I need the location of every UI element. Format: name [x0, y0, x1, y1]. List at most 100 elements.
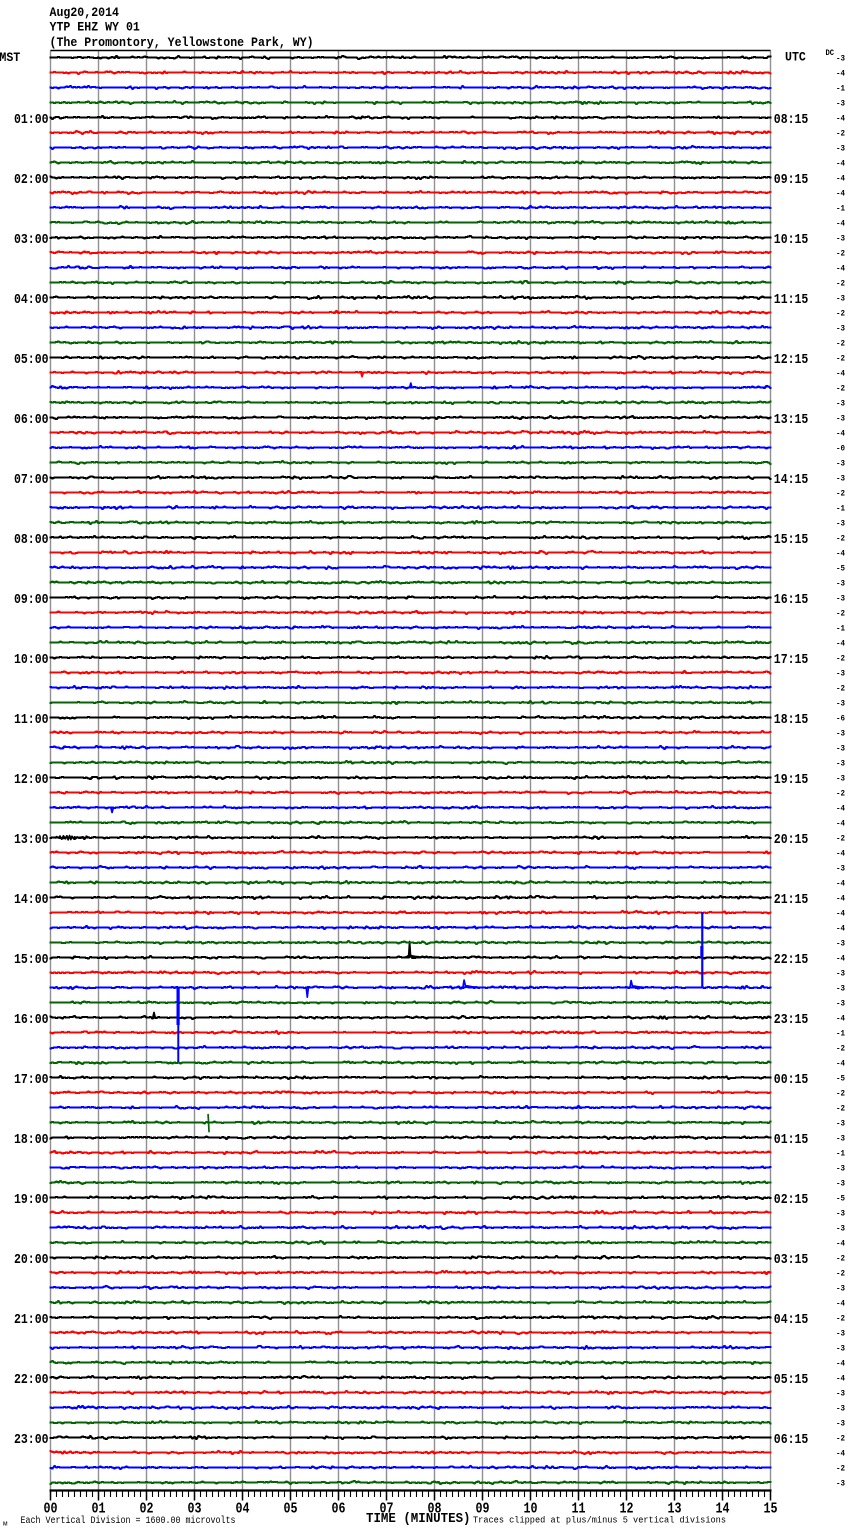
svg-text:13: 13 [668, 1502, 682, 1518]
svg-text:22:15: 22:15 [774, 953, 809, 968]
svg-text:-3: -3 [836, 729, 845, 738]
svg-text:-3: -3 [836, 1179, 845, 1188]
svg-text:18:00: 18:00 [14, 1133, 49, 1148]
svg-text:-3: -3 [836, 1479, 845, 1488]
svg-text:-3: -3 [836, 1419, 845, 1428]
svg-text:04:00: 04:00 [14, 293, 49, 308]
svg-text:-3: -3 [836, 1329, 845, 1338]
svg-text:11:00: 11:00 [14, 713, 49, 728]
svg-text:-4: -4 [836, 219, 845, 228]
svg-text:DC: DC [826, 49, 835, 58]
svg-text:-2: -2 [836, 609, 845, 618]
svg-text:-3: -3 [836, 474, 845, 483]
svg-text:21:15: 21:15 [774, 893, 809, 908]
svg-text:14: 14 [716, 1502, 730, 1518]
svg-text:-3: -3 [836, 234, 845, 243]
svg-text:06:15: 06:15 [774, 1433, 809, 1448]
svg-text:-4: -4 [836, 264, 845, 273]
svg-text:-4: -4 [836, 549, 845, 558]
svg-text:07: 07 [380, 1502, 394, 1518]
svg-text:-2: -2 [836, 279, 845, 288]
svg-text:-3: -3 [836, 1224, 845, 1233]
svg-text:01:15: 01:15 [774, 1133, 809, 1148]
svg-text:-3: -3 [836, 669, 845, 678]
svg-text:10:00: 10:00 [14, 653, 49, 668]
svg-text:00:15: 00:15 [774, 1073, 809, 1088]
svg-text:-4: -4 [836, 639, 845, 648]
svg-text:13:15: 13:15 [774, 413, 809, 428]
svg-text:-4: -4 [836, 69, 845, 78]
svg-text:-4: -4 [836, 1374, 845, 1383]
svg-text:UTC: UTC [785, 50, 806, 64]
svg-text:22:00: 22:00 [14, 1373, 49, 1388]
svg-text:-3: -3 [836, 969, 845, 978]
svg-text:-2: -2 [836, 489, 845, 498]
svg-text:-1: -1 [836, 504, 845, 513]
svg-text:-3: -3 [836, 1209, 845, 1218]
svg-text:08:00: 08:00 [14, 533, 49, 548]
svg-text:-3: -3 [836, 1164, 845, 1173]
svg-text:-3: -3 [836, 414, 845, 423]
svg-text:-4: -4 [836, 849, 845, 858]
svg-text:TIME (MINUTES): TIME (MINUTES) [366, 1511, 471, 1527]
svg-text:07:00: 07:00 [14, 473, 49, 488]
svg-text:-4: -4 [836, 1239, 845, 1248]
svg-text:-0: -0 [836, 444, 845, 453]
svg-text:-3: -3 [836, 54, 845, 63]
svg-text:-4: -4 [836, 1359, 845, 1368]
svg-text:-3: -3 [836, 1404, 845, 1413]
svg-text:-3: -3 [836, 759, 845, 768]
svg-text:-5: -5 [836, 564, 845, 573]
svg-text:03:00: 03:00 [14, 233, 49, 248]
svg-text:03:15: 03:15 [774, 1253, 809, 1268]
svg-text:-2: -2 [836, 129, 845, 138]
svg-text:12:00: 12:00 [14, 773, 49, 788]
svg-text:11: 11 [572, 1502, 586, 1518]
svg-text:-3: -3 [836, 1389, 845, 1398]
svg-text:18:15: 18:15 [774, 713, 809, 728]
svg-text:16:15: 16:15 [774, 593, 809, 608]
svg-text:-2: -2 [836, 684, 845, 693]
svg-text:-2: -2 [836, 534, 845, 543]
svg-text:09:00: 09:00 [14, 593, 49, 608]
svg-text:12: 12 [620, 1502, 634, 1518]
svg-text:04:15: 04:15 [774, 1313, 809, 1328]
svg-text:(The Promontory, Yellowstone P: (The Promontory, Yellowstone Park, WY) [50, 35, 314, 50]
svg-text:14:00: 14:00 [14, 893, 49, 908]
svg-text:-2: -2 [836, 1089, 845, 1098]
svg-text:06:00: 06:00 [14, 413, 49, 428]
svg-text:-3: -3 [836, 1344, 845, 1353]
svg-text:-2: -2 [836, 384, 845, 393]
svg-text:YTP EHZ WY 01: YTP EHZ WY 01 [50, 20, 141, 35]
svg-text:10:15: 10:15 [774, 233, 809, 248]
svg-text:09: 09 [476, 1502, 490, 1518]
svg-text:-2: -2 [836, 1464, 845, 1473]
svg-text:12:15: 12:15 [774, 353, 809, 368]
svg-text:-2: -2 [836, 1434, 845, 1443]
svg-text:-2: -2 [836, 654, 845, 663]
svg-text:-1: -1 [836, 624, 845, 633]
svg-text:-4: -4 [836, 894, 845, 903]
svg-text:-3: -3 [836, 594, 845, 603]
svg-text:-4: -4 [836, 909, 845, 918]
svg-text:-2: -2 [836, 1314, 845, 1323]
svg-text:-4: -4 [836, 159, 845, 168]
svg-text:-3: -3 [836, 1119, 845, 1128]
svg-text:19:00: 19:00 [14, 1193, 49, 1208]
svg-text:13:00: 13:00 [14, 833, 49, 848]
svg-text:-1: -1 [836, 1149, 845, 1158]
svg-text:-3: -3 [836, 399, 845, 408]
svg-text:-1: -1 [836, 1029, 845, 1038]
svg-text:-5: -5 [836, 1074, 845, 1083]
svg-text:-2: -2 [836, 1269, 845, 1278]
svg-text:-3: -3 [836, 939, 845, 948]
svg-text:-1: -1 [836, 84, 845, 93]
svg-text:-4: -4 [836, 954, 845, 963]
svg-text:08:15: 08:15 [774, 113, 809, 128]
svg-text:16:00: 16:00 [14, 1013, 49, 1028]
svg-text:-3: -3 [836, 864, 845, 873]
svg-text:-4: -4 [836, 1059, 845, 1068]
svg-text:-4: -4 [836, 819, 845, 828]
svg-text:-2: -2 [836, 339, 845, 348]
svg-text:-3: -3 [836, 459, 845, 468]
